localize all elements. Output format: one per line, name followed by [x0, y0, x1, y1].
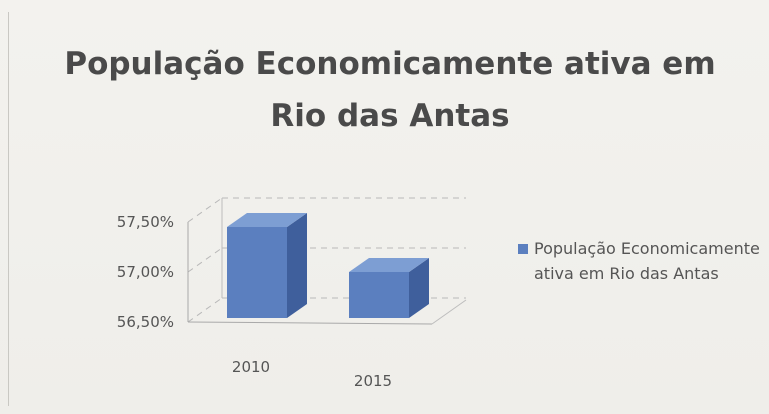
bar-2010: [227, 213, 307, 318]
x-tick-label: 2015: [354, 372, 392, 390]
bar-2015: [349, 258, 429, 318]
bar-front: [227, 227, 287, 318]
bar-top: [227, 213, 307, 227]
gridline-side: [187, 197, 223, 223]
y-tick-label: 56,50%: [117, 313, 174, 331]
legend-swatch: [518, 244, 528, 254]
y-tick-label: 57,00%: [117, 263, 174, 281]
x-tick-label: 2010: [232, 358, 270, 376]
y-tick-label: 57,50%: [117, 213, 174, 231]
bar-side: [287, 213, 307, 318]
chart-title: População Economicamente ativa em Rio da…: [64, 46, 716, 134]
bar-top: [349, 258, 429, 272]
bar-front: [349, 272, 409, 318]
bar-side: [409, 258, 429, 318]
gridline-side: [187, 297, 223, 323]
x-axis-line: [187, 321, 433, 325]
floor-edge: [431, 299, 467, 325]
legend-label: População Economicamente ativa em Rio da…: [534, 239, 760, 283]
gridline-side: [187, 247, 223, 273]
chart-area: [8, 12, 762, 406]
